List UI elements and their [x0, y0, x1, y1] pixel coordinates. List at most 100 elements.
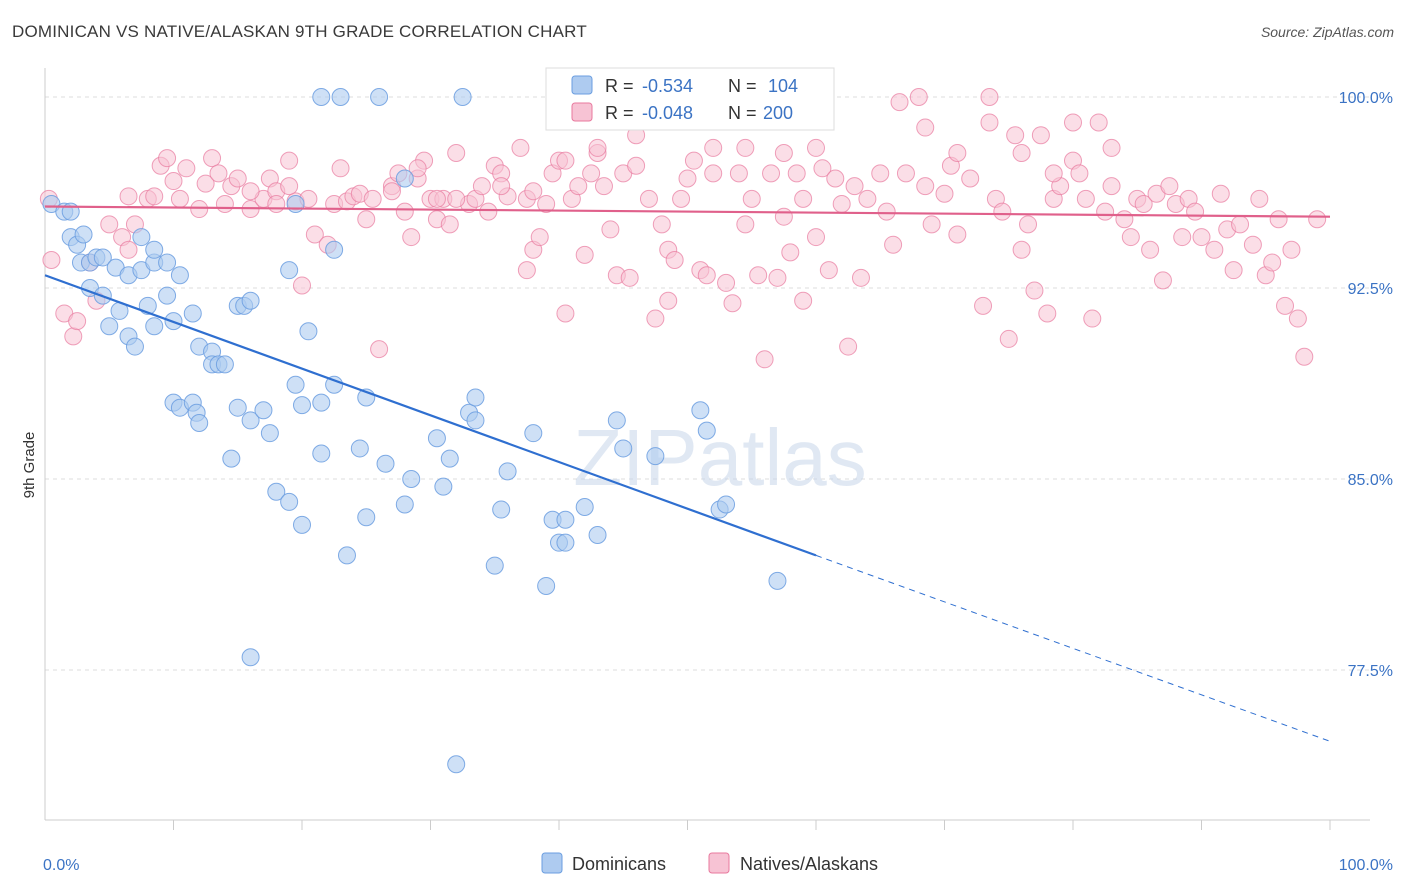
- legend-n-label: N =: [728, 76, 757, 96]
- data-point-dominican: [768, 571, 787, 590]
- data-point-native: [203, 149, 222, 168]
- data-point-native: [1089, 113, 1108, 132]
- data-point-native: [813, 159, 832, 178]
- data-point-native: [832, 194, 851, 213]
- data-point-native: [704, 138, 723, 157]
- data-point-native: [1288, 309, 1307, 328]
- data-point-dominican: [286, 375, 305, 394]
- legend-swatch-blue: [571, 75, 593, 95]
- data-point-native: [119, 240, 138, 259]
- data-point-native: [427, 189, 446, 208]
- data-point-native: [1141, 240, 1160, 259]
- data-point-dominican: [466, 388, 485, 407]
- trend-line-natives: [44, 205, 1331, 218]
- data-point-native: [402, 228, 421, 247]
- data-point-native: [742, 189, 761, 208]
- data-point-native: [819, 261, 838, 280]
- data-point-native: [1070, 164, 1089, 183]
- data-point-native: [164, 172, 183, 191]
- data-point-native: [1269, 210, 1288, 229]
- data-point-native: [1205, 240, 1224, 259]
- data-point-dominican: [524, 424, 543, 443]
- data-point-dominican: [370, 88, 389, 106]
- data-point-native: [1153, 271, 1172, 290]
- data-point-native: [395, 202, 414, 221]
- data-point-native: [1006, 126, 1025, 145]
- data-point-native: [845, 177, 864, 196]
- data-point-native: [357, 210, 376, 229]
- data-point-native: [736, 138, 755, 157]
- data-point-dominican: [312, 393, 331, 412]
- data-point-native: [1025, 281, 1044, 300]
- data-point-dominican: [312, 88, 331, 106]
- data-point-native: [916, 177, 935, 196]
- data-point-native: [530, 228, 549, 247]
- data-point-native: [1276, 296, 1295, 315]
- data-point-dominican: [100, 317, 119, 336]
- data-point-native: [948, 225, 967, 244]
- data-point-native: [511, 138, 530, 157]
- data-point-dominican: [588, 526, 607, 545]
- data-point-native: [408, 159, 427, 178]
- data-point-native: [922, 215, 941, 234]
- data-point-native: [331, 159, 350, 178]
- data-point-native: [627, 156, 646, 175]
- data-point-native: [100, 215, 119, 234]
- data-point-dominican: [427, 429, 446, 448]
- data-point-dominican: [183, 304, 202, 323]
- data-point-dominican: [376, 454, 395, 473]
- data-point-native: [280, 151, 299, 170]
- data-point-native: [267, 194, 286, 213]
- legend-box: [545, 67, 835, 131]
- data-point-native: [1012, 240, 1031, 259]
- data-point-native: [1064, 113, 1082, 132]
- data-point-native: [1192, 228, 1211, 247]
- data-point-native: [492, 177, 511, 196]
- data-point-native: [280, 177, 299, 196]
- data-point-dominican: [241, 291, 260, 310]
- data-point-dominican: [215, 355, 234, 374]
- data-point-native: [588, 138, 607, 157]
- y-tick-label: 77.5%: [1348, 663, 1393, 680]
- data-point-native: [556, 151, 575, 170]
- y-tick-label: 100.0%: [1339, 90, 1393, 107]
- data-point-dominican: [132, 228, 151, 247]
- data-point-native: [1160, 177, 1179, 196]
- data-point-native: [659, 291, 678, 310]
- data-point-native: [948, 144, 967, 163]
- data-point-native: [646, 309, 665, 328]
- data-point-dominican: [614, 439, 633, 458]
- data-point-native: [601, 220, 620, 239]
- data-point-dominican: [254, 401, 273, 420]
- data-point-native: [305, 225, 324, 244]
- data-point-dominican: [350, 439, 369, 458]
- data-point-native: [961, 169, 980, 188]
- legend-swatch-natives: [708, 852, 730, 874]
- data-point-dominican: [331, 88, 350, 106]
- data-point-dominican: [395, 495, 414, 514]
- data-point-native: [1038, 304, 1057, 323]
- data-point-native: [1211, 184, 1230, 203]
- data-point-native: [697, 266, 716, 285]
- data-point-native: [774, 207, 793, 226]
- data-point-dominican: [312, 444, 331, 463]
- data-point-dominican: [299, 322, 318, 341]
- data-point-native: [1121, 228, 1140, 247]
- data-point-dominican: [717, 495, 736, 514]
- chart-source: Source: ZipAtlas.com: [1260, 24, 1394, 40]
- data-point-native: [569, 177, 588, 196]
- data-point-native: [42, 250, 61, 269]
- data-point-dominican: [241, 411, 260, 430]
- data-point-native: [119, 187, 138, 206]
- data-point-native: [980, 88, 999, 106]
- data-point-native: [787, 164, 806, 183]
- data-point-native: [620, 268, 639, 287]
- data-point-native: [440, 215, 459, 234]
- data-point-native: [1044, 164, 1063, 183]
- data-point-native: [717, 273, 736, 292]
- data-point-native: [781, 243, 800, 262]
- grid: [45, 96, 1370, 671]
- data-point-dominican: [357, 508, 376, 527]
- data-point-dominican: [402, 470, 421, 488]
